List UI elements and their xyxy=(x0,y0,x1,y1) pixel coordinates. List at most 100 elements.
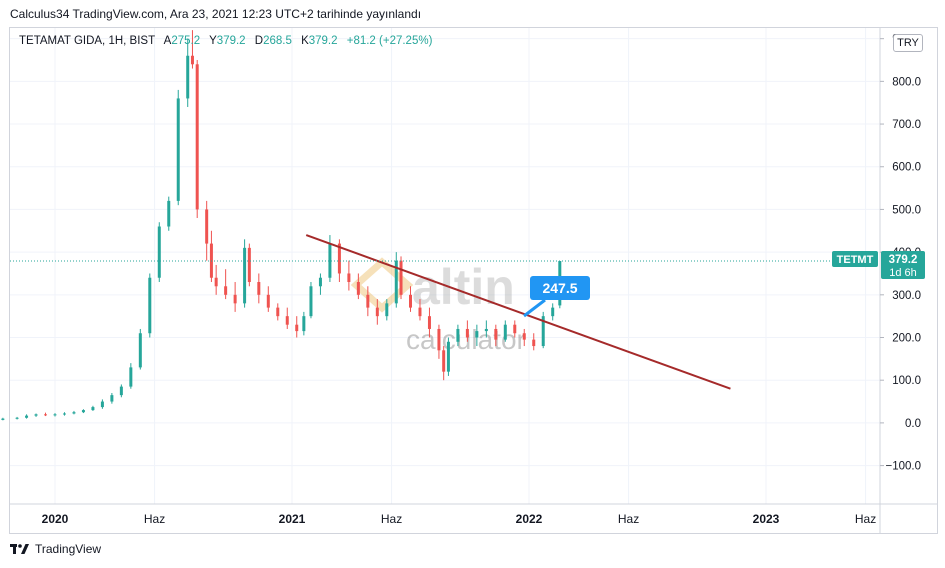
watermark-diamond-icon xyxy=(350,257,414,313)
candle xyxy=(53,413,57,417)
candle-body xyxy=(551,307,555,317)
candle xyxy=(427,307,431,338)
ticker-label: TETMT xyxy=(837,254,874,266)
candle-body xyxy=(129,367,133,387)
currency-button[interactable]: TRY xyxy=(893,34,923,52)
chart-frame[interactable] xyxy=(9,27,938,534)
candle-body xyxy=(148,277,152,334)
candle-body xyxy=(214,277,218,287)
x-tick-label: 2023 xyxy=(753,512,780,526)
open-label: A xyxy=(163,35,172,47)
candle xyxy=(446,337,450,376)
last-price-tag: TETMT 379.2 1d 6h xyxy=(832,251,925,279)
candle xyxy=(399,256,403,300)
y-tick-label: 300.0 xyxy=(892,290,921,302)
callout-arrow xyxy=(523,298,546,318)
candle-body xyxy=(1,418,5,420)
candle-body xyxy=(522,333,526,340)
candle-body xyxy=(91,407,95,411)
y-tick-label: 200.0 xyxy=(892,333,921,345)
price-tag-countdown: 1d 6h xyxy=(889,267,917,279)
candle xyxy=(484,320,488,338)
candle-body xyxy=(318,277,322,287)
candle-body xyxy=(100,401,104,408)
candle-body xyxy=(295,324,299,332)
candle-body xyxy=(72,412,76,414)
candle-body xyxy=(394,260,398,304)
high-value: 379.2 xyxy=(216,35,246,47)
tradingview-logo-icon xyxy=(10,544,29,554)
candle xyxy=(541,311,545,349)
y-tick-label: 600.0 xyxy=(892,162,921,174)
y-tick-label: 800.0 xyxy=(892,76,921,88)
candle-body xyxy=(62,413,66,415)
x-tick-label: Haz xyxy=(381,512,402,526)
x-tick-label: Haz xyxy=(618,512,639,526)
candle xyxy=(551,303,555,321)
candle-body xyxy=(309,286,313,317)
candle-body xyxy=(167,200,171,227)
x-tick-label: 2020 xyxy=(42,512,69,526)
candle-body xyxy=(442,350,446,372)
candle xyxy=(266,286,270,312)
candle xyxy=(167,196,171,231)
y-tick-label: 500.0 xyxy=(892,204,921,216)
candle-body xyxy=(366,294,370,308)
candle-body xyxy=(276,307,280,317)
candle xyxy=(25,414,29,419)
candle xyxy=(503,320,507,342)
candle xyxy=(465,320,469,342)
candle xyxy=(475,324,479,347)
candle-body xyxy=(356,282,360,295)
y-tick-label: −100.0 xyxy=(886,461,922,473)
x-tick-label: 2021 xyxy=(279,512,306,526)
candle-body xyxy=(138,333,142,368)
symbol-legend: TETAMAT GIDA, 1H, BIST A275.2 Y379.2 D26… xyxy=(19,35,432,47)
candle-body xyxy=(119,386,123,396)
candle xyxy=(148,273,152,338)
price-tag-value: 379.2 xyxy=(889,254,918,266)
footer-brand-label: TradingView xyxy=(35,542,102,556)
x-tick-label: Haz xyxy=(855,512,876,526)
candle xyxy=(176,89,180,206)
candle-body xyxy=(110,395,114,402)
candle xyxy=(129,363,133,389)
candle xyxy=(456,324,460,347)
candle xyxy=(328,235,332,283)
watermark-logo: altin calculator xyxy=(350,257,526,355)
candle xyxy=(532,333,536,351)
candle-body xyxy=(465,328,469,338)
candle-body xyxy=(446,341,450,372)
candle xyxy=(44,412,48,417)
y-tick-label: 100.0 xyxy=(892,375,921,387)
candle xyxy=(34,413,38,417)
candle-body xyxy=(243,247,247,304)
candle-body xyxy=(385,303,389,317)
candle xyxy=(302,311,306,336)
callout-box xyxy=(530,276,590,300)
candle-body xyxy=(503,324,507,340)
footer-brand[interactable]: TradingView xyxy=(10,542,101,556)
candle-body xyxy=(418,307,422,317)
candle xyxy=(295,316,299,338)
candle-body xyxy=(285,316,289,325)
candle-body xyxy=(190,55,194,65)
open-value: 275.2 xyxy=(171,35,201,47)
candle xyxy=(195,60,199,218)
time-axis: 2020 Haz 2021 Haz 2022 Haz 2023 Haz xyxy=(10,503,938,526)
candle-body xyxy=(44,414,48,416)
candle xyxy=(276,303,280,321)
price-axis: 900.0800.0700.0600.0500.0400.0300.0200.0… xyxy=(879,28,922,534)
candles xyxy=(1,30,562,421)
candle xyxy=(394,252,398,308)
candle-body xyxy=(195,64,199,210)
candle xyxy=(110,393,114,404)
candle xyxy=(209,230,213,283)
candle xyxy=(513,320,517,338)
x-tick-label: Haz xyxy=(144,512,165,526)
candle xyxy=(214,264,218,295)
watermark-sub: calculator xyxy=(406,324,526,355)
candle-body xyxy=(437,328,441,351)
candle xyxy=(15,416,19,420)
